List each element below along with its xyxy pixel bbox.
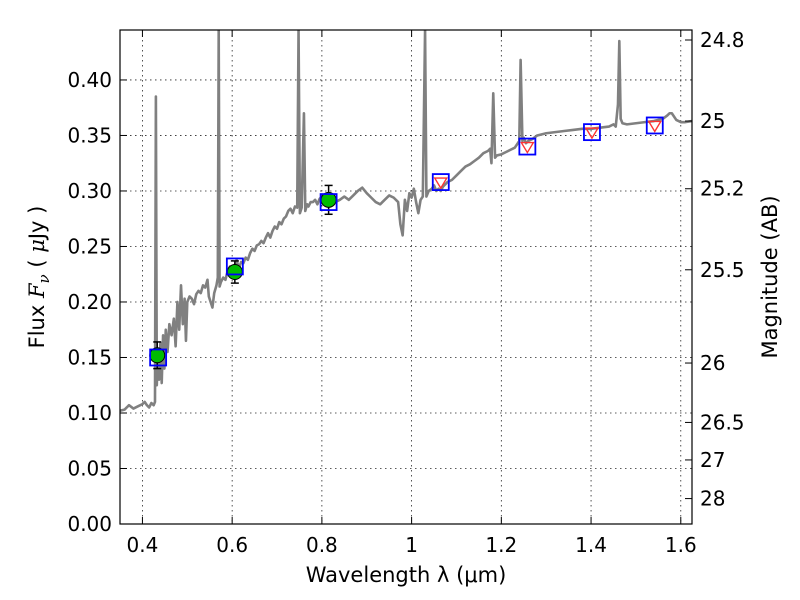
x-tick-label: 1.4	[575, 533, 607, 557]
spectrum-line	[120, 30, 692, 413]
model-flux-square	[518, 137, 537, 156]
y-tick-label: 0.15	[67, 345, 112, 369]
plot-frame	[119, 29, 693, 525]
y-axis-symbol-nu: ν	[35, 274, 53, 283]
model-flux-square	[319, 193, 338, 211]
right-axis-title: Magnitude (AB)	[758, 195, 782, 358]
right-tick-label: 27	[700, 448, 725, 472]
y-tick-label: 0.05	[67, 456, 112, 480]
y-tick-label: 0.00	[67, 512, 112, 536]
model-flux-square	[645, 116, 664, 135]
right-tick-label: 25	[700, 109, 725, 133]
upper-limit-marker	[584, 127, 600, 140]
right-tick-label: 28	[700, 487, 725, 511]
axis-ticks	[120, 30, 692, 525]
upper-limit-marker	[647, 120, 663, 133]
y-axis-title-text: Flux	[25, 298, 49, 348]
tick-labels: 0.4 0.6 0.8 1 1.2 1.4 1.6 0.00 0.05 0.10 0.15 0.20 0…	[67, 28, 744, 557]
y-tick-label: 0.10	[67, 401, 112, 425]
y-tick-label: 0.20	[67, 290, 112, 314]
right-tick-label: 26.5	[700, 410, 745, 434]
model-spectrum-layer	[120, 30, 692, 413]
y-tick-label: 0.30	[67, 179, 112, 203]
model-flux-square	[583, 123, 601, 142]
x-tick-label: 1	[405, 533, 418, 557]
y-axis-unit-jy: Jy )	[25, 206, 49, 242]
model-flux-square	[431, 173, 450, 191]
right-tick-label: 25.5	[700, 258, 745, 282]
y-axis-unit: (	[25, 253, 49, 275]
x-tick-label: 0.6	[216, 533, 248, 557]
y-tick-label: 0.25	[67, 234, 112, 258]
grid-lines	[120, 30, 692, 524]
x-tick-label: 1.6	[665, 533, 697, 557]
x-tick-label: 0.4	[127, 533, 159, 557]
x-axis-title: Wavelength λ (μm)	[306, 563, 507, 587]
y-tick-label: 0.35	[67, 123, 112, 147]
right-tick-label: 26	[700, 351, 725, 375]
model-flux-square	[225, 257, 244, 276]
observed-flux-point	[226, 264, 243, 281]
y-axis-symbol-f: F	[25, 282, 49, 299]
y-axis-unit-mu: μ	[25, 239, 49, 253]
upper-limit-marker	[433, 177, 449, 190]
right-tick-label: 24.8	[700, 28, 745, 52]
x-tick-label: 0.8	[306, 533, 338, 557]
x-tick-label: 1.2	[485, 533, 517, 557]
upper-limit-marker	[520, 141, 535, 154]
right-tick-label: 25.2	[700, 177, 745, 201]
y-axis-title: Flux Fν ( μJy )	[25, 206, 53, 349]
y-tick-label: 0.40	[67, 68, 112, 92]
model-flux-square	[149, 348, 168, 367]
photometry-markers	[149, 116, 664, 370]
